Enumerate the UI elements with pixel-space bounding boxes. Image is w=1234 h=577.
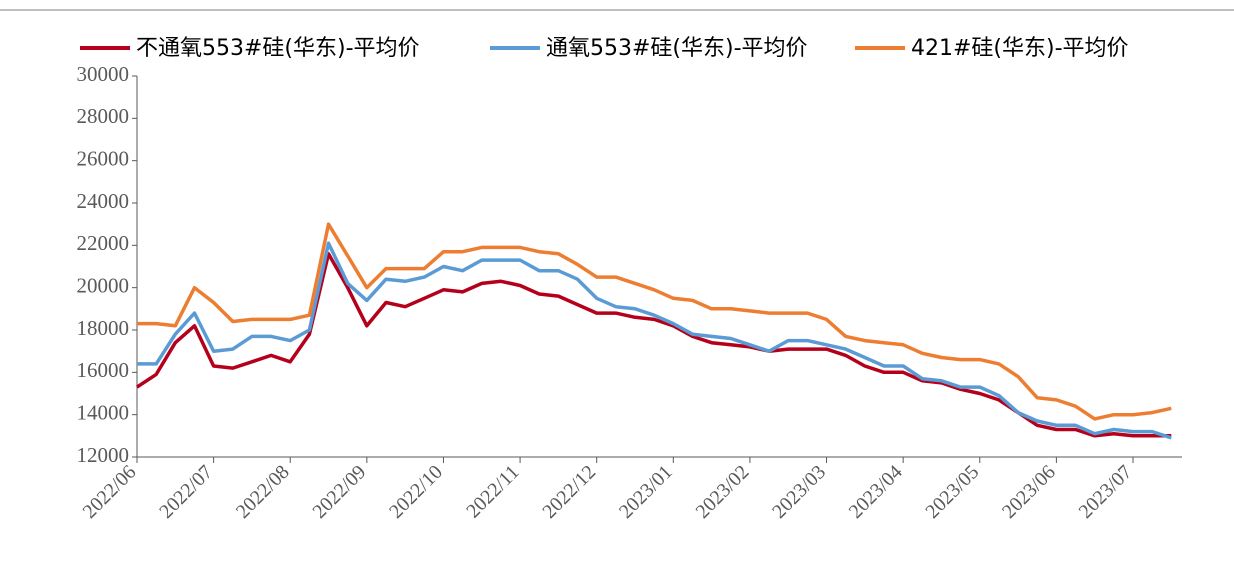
x-tick-label: 2022/06 (79, 461, 141, 523)
x-tick-label: 2023/04 (845, 461, 907, 523)
y-tick-label: 12000 (77, 443, 130, 467)
y-tick-label: 22000 (77, 231, 130, 255)
x-tick-label: 2023/03 (768, 461, 830, 523)
y-tick-label: 20000 (77, 273, 130, 297)
x-tick-label: 2022/07 (155, 461, 217, 523)
x-tick-label: 2022/10 (385, 461, 447, 523)
legend-label: 通氧553#硅(华东)-平均价 (546, 36, 808, 61)
y-tick-label: 26000 (77, 146, 130, 170)
x-tick-label: 2023/01 (615, 461, 677, 523)
y-tick-label: 16000 (77, 358, 130, 382)
legend-label: 421#硅(华东)-平均价 (911, 36, 1129, 61)
x-tick-label: 2022/11 (462, 461, 523, 522)
x-tick-label: 2022/08 (232, 461, 294, 523)
y-tick-label: 18000 (77, 316, 130, 340)
y-tick-label: 24000 (77, 189, 130, 213)
y-tick-label: 28000 (77, 104, 130, 128)
x-tick-label: 2023/06 (998, 461, 1060, 523)
y-tick-label: 30000 (77, 62, 130, 86)
x-tick-label: 2022/09 (308, 461, 370, 523)
x-tick-label: 2023/07 (1075, 461, 1137, 523)
series-line (136, 252, 1172, 438)
y-tick-label: 14000 (77, 400, 130, 424)
legend-label: 不通氧553#硅(华东)-平均价 (136, 36, 420, 61)
series-line (137, 222, 1172, 421)
x-tick-label: 2023/02 (692, 461, 754, 523)
x-tick-label: 2022/12 (538, 461, 600, 523)
series-line (137, 241, 1172, 440)
x-tick-label: 2023/05 (921, 461, 983, 523)
